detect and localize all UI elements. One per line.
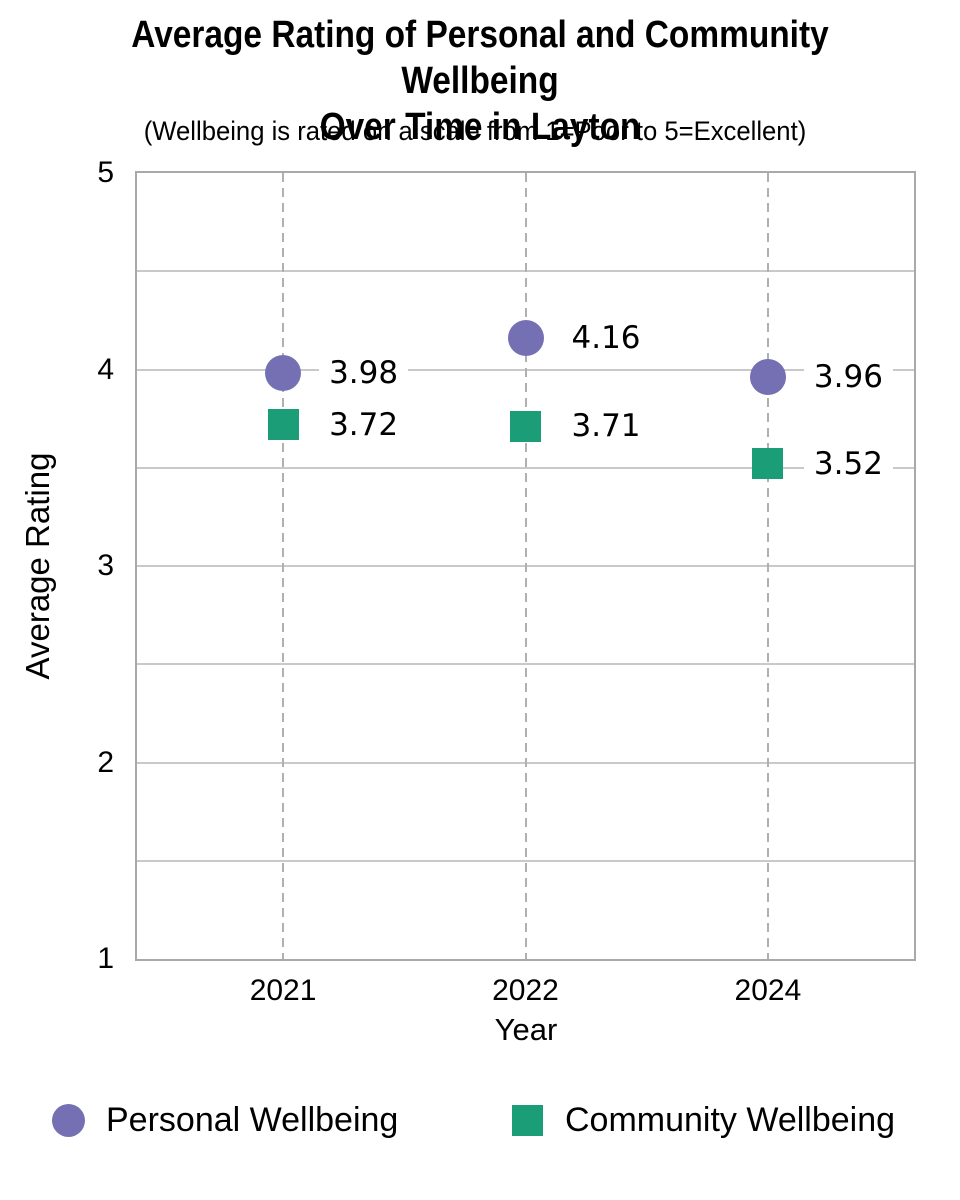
- data-label-community-wellbeing-2022: 3.71: [561, 407, 651, 446]
- data-point-community-wellbeing-2022: [510, 410, 541, 442]
- data-point-community-wellbeing-2021: [267, 409, 299, 441]
- x-tick-label: 2022: [492, 974, 559, 1007]
- community-wellbeing-square-icon: [512, 1104, 543, 1136]
- legend-item-personal: Personal Wellbeing: [52, 1100, 398, 1140]
- y-tick-label: 5: [97, 156, 114, 189]
- y-axis-title: Average Rating: [19, 452, 56, 680]
- gridline-vertical: [766, 173, 769, 959]
- data-point-personal-wellbeing-2024: [749, 359, 786, 396]
- personal-wellbeing-circle-icon: [52, 1103, 85, 1137]
- legend-label-personal: Personal Wellbeing: [106, 1101, 399, 1139]
- y-tick-label: 1: [97, 942, 114, 975]
- chart-subtitle: (Wellbeing is rated on a scale from 1=Po…: [143, 116, 807, 146]
- gridline-vertical: [524, 173, 527, 959]
- y-tick-label: 4: [97, 352, 114, 386]
- legend-item-community: Community Wellbeing: [512, 1100, 895, 1140]
- data-point-personal-wellbeing-2021: [265, 355, 302, 392]
- data-label-personal-wellbeing-2024: 3.96: [803, 358, 893, 397]
- x-tick-label: 2024: [734, 974, 802, 1007]
- y-tick-label: 2: [97, 745, 114, 779]
- data-point-personal-wellbeing-2022: [507, 320, 544, 357]
- gridline-vertical: [282, 173, 285, 959]
- data-label-community-wellbeing-2021: 3.72: [319, 405, 409, 444]
- x-tick-label: 2021: [249, 974, 317, 1007]
- chart-title: Average Rating of Personal and Community…: [58, 12, 903, 150]
- plot-area: 3.98 4.16 3.96 3.72 3.71 3.52: [135, 171, 916, 961]
- data-label-personal-wellbeing-2022: 4.16: [561, 319, 651, 358]
- data-point-community-wellbeing-2024: [752, 448, 784, 480]
- data-label-community-wellbeing-2024: 3.52: [803, 444, 893, 483]
- data-label-personal-wellbeing-2021: 3.98: [319, 354, 409, 393]
- chart-title-line1: Average Rating of Personal and Community…: [131, 14, 829, 102]
- x-axis-title: Year: [494, 1012, 558, 1047]
- chart-title-line2: Over Time in Layton: [319, 106, 641, 148]
- y-tick-label: 3: [97, 549, 114, 582]
- legend-label-community: Community Wellbeing: [565, 1101, 896, 1139]
